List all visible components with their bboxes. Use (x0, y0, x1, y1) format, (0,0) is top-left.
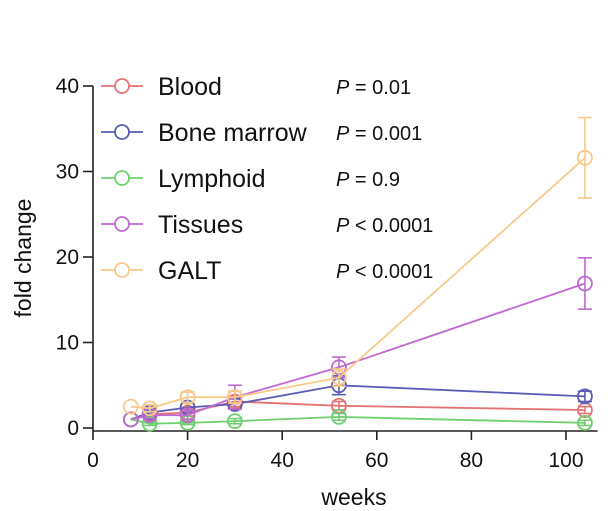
error-bar (227, 417, 242, 425)
data-point-tissues (179, 407, 196, 424)
x-tick-label: 100 (548, 449, 583, 472)
legend-marker (114, 216, 130, 232)
data-point-tissues (122, 411, 139, 428)
series-lymphoid (122, 408, 593, 432)
p-value-label: P = 0.9 (336, 169, 400, 191)
data-point-tissues (577, 275, 593, 292)
legend-item-tissues: Tissues P < 0.0001 (101, 211, 433, 239)
legend-label: Blood (158, 73, 222, 101)
series-galt (122, 116, 593, 417)
data-point-galt (141, 400, 158, 417)
error-bar (577, 419, 592, 427)
series-layer (122, 116, 593, 432)
data-point-galt (226, 389, 243, 406)
legend-item-galt: GALT P < 0.0001 (101, 257, 433, 285)
error-bar (331, 412, 346, 422)
x-tick-label: 40 (271, 449, 294, 472)
error-bar (577, 405, 592, 415)
data-point-galt (179, 389, 196, 406)
series-line-lymphoid (130, 415, 585, 425)
legend-item-lymphoid: Lymphoid P = 0.9 (101, 165, 400, 193)
legend-label: Lymphoid (158, 165, 265, 193)
legend-label: GALT (158, 257, 221, 285)
data-point-lymphoid (331, 408, 347, 425)
legend-item-bone-marrow: Bone marrow P = 0.001 (101, 119, 422, 147)
legend-label: Bone marrow (158, 119, 308, 147)
x-tick-label: 0 (87, 449, 99, 472)
y-tick-label: 0 (67, 417, 79, 440)
legend: Blood P = 0.01 Bone marrow P = 0.001 Lymphoi… (101, 73, 433, 285)
error-bar (577, 116, 592, 199)
x-axis-title: weeks (320, 484, 386, 510)
y-tick-label: 30 (56, 161, 79, 184)
data-point-lymphoid (226, 413, 243, 430)
legend-marker (114, 262, 130, 278)
y-tick-label: 20 (56, 246, 79, 269)
data-point-galt (331, 369, 347, 386)
data-point-galt (577, 149, 593, 166)
axes: 0 10 20 30 40 0 20 40 60 80 100 (56, 75, 598, 472)
x-tick-label: 20 (176, 449, 199, 472)
y-tick-label: 10 (56, 332, 79, 355)
y-axis-title: fold change (10, 199, 36, 318)
x-tick-label: 60 (365, 449, 388, 472)
error-bar (142, 404, 157, 413)
series-line-bone-marrow (130, 384, 585, 421)
legend-marker (114, 170, 130, 186)
x-tick-label: 80 (460, 449, 483, 472)
legend-marker (114, 124, 130, 140)
error-bar (331, 368, 346, 387)
error-bar (577, 257, 592, 310)
series-line-tissues (130, 282, 586, 421)
series-line-galt (130, 157, 586, 410)
y-tick-label: 40 (56, 75, 79, 98)
data-point-lymphoid (577, 414, 593, 431)
p-value-label: P = 0.01 (336, 77, 411, 99)
data-point-bone-marrow (577, 388, 593, 405)
legend-item-blood: Blood P = 0.01 (101, 73, 411, 101)
legend-label: Tissues (158, 211, 243, 239)
data-point-galt (122, 398, 139, 415)
p-value-label: P = 0.001 (336, 123, 422, 145)
legend-marker (114, 78, 130, 94)
p-value-label: P < 0.0001 (336, 215, 433, 237)
p-value-label: P < 0.0001 (336, 261, 433, 283)
